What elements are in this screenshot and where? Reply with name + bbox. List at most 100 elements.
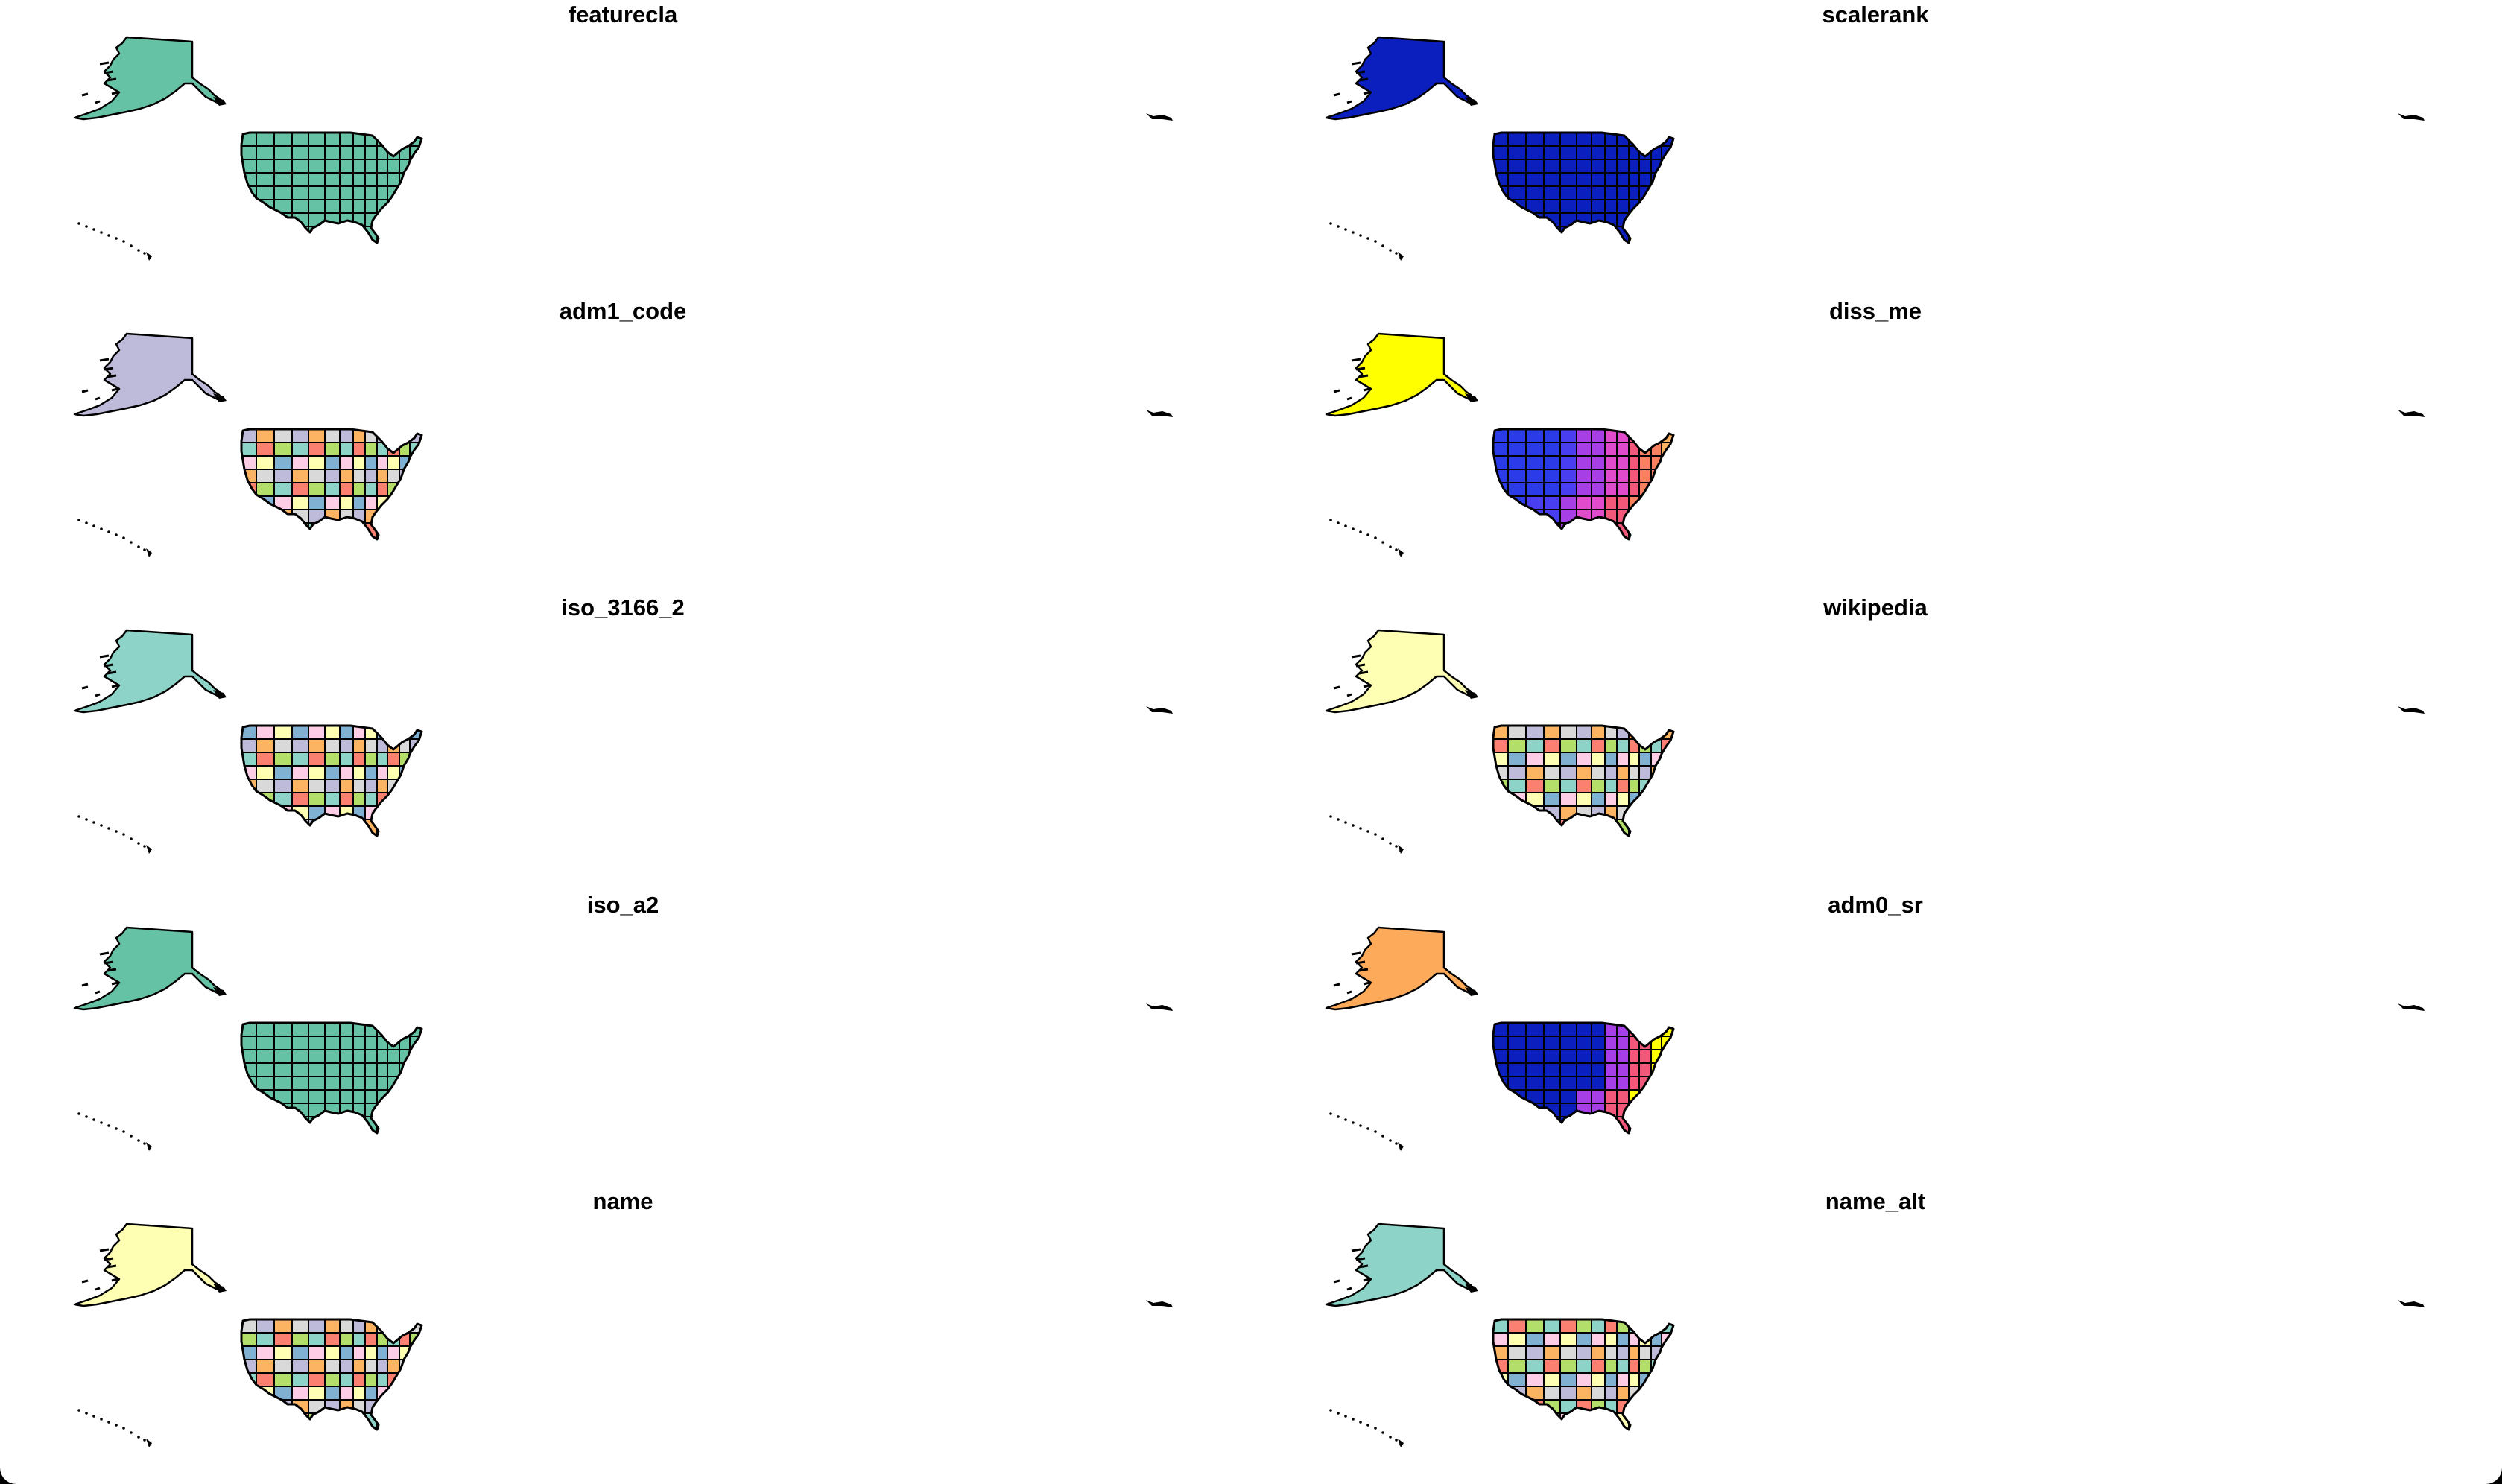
state-cell (352, 1372, 366, 1387)
state-cell (1576, 1332, 1592, 1347)
hawaii-island (77, 815, 80, 818)
state-cell (273, 172, 293, 187)
state-cell (387, 133, 400, 147)
state-cell (1507, 212, 1527, 227)
state-cell (1616, 1332, 1630, 1347)
state-cell (1616, 1062, 1630, 1077)
state-cell (1628, 765, 1640, 780)
state-cell (1559, 186, 1577, 200)
state-cell (409, 1062, 422, 1077)
state-cell (1591, 819, 1606, 836)
state-cell (1507, 779, 1527, 793)
island-mark (1351, 358, 1361, 362)
state-cell (1543, 765, 1561, 780)
state-cell (1493, 1089, 1509, 1104)
state-cell (1559, 779, 1577, 793)
state-cell (1507, 1103, 1527, 1117)
lower48-states (1493, 726, 1673, 836)
state-cell (308, 1103, 326, 1117)
state-cell (256, 199, 275, 214)
state-cell (1661, 1345, 1673, 1360)
state-cell (1616, 1076, 1630, 1091)
state-cell (1628, 1359, 1640, 1374)
state-cell (376, 1062, 388, 1077)
state-cell (241, 226, 257, 243)
lower48-outline (240, 428, 423, 541)
state-cell (399, 186, 411, 200)
state-cell (256, 172, 275, 187)
hawaii-island (1344, 821, 1347, 824)
state-cell (1661, 1116, 1673, 1133)
panhandle-mark (213, 97, 227, 106)
state-cell (1616, 186, 1630, 200)
state-cell (1616, 1036, 1630, 1050)
state-cell (256, 1399, 275, 1414)
state-cell (1591, 752, 1606, 767)
state-cell (1559, 1386, 1577, 1401)
state-cell (1559, 1412, 1577, 1430)
state-cell (241, 1386, 257, 1401)
state-cell (399, 1386, 411, 1401)
state-cell (352, 469, 366, 483)
state-cell (1638, 1062, 1652, 1077)
state-cell (256, 765, 275, 780)
hawaii-island (92, 524, 95, 527)
state-cell (324, 765, 341, 780)
state-cell (352, 455, 366, 470)
state-cell (1591, 522, 1606, 539)
state-cell (1650, 1319, 1662, 1334)
hawaii-island (77, 519, 80, 521)
state-cell (1628, 469, 1640, 483)
state-cell (376, 1345, 388, 1360)
state-cell (352, 495, 366, 510)
island-mark (1351, 654, 1361, 659)
lower48-states (241, 1319, 422, 1430)
state-cell (256, 522, 275, 539)
state-cell (1604, 1412, 1618, 1430)
state-cell (1604, 765, 1618, 780)
hawaii-island (115, 1127, 118, 1130)
state-cell (291, 172, 309, 187)
state-cell (308, 779, 326, 793)
state-cell (1543, 1036, 1561, 1050)
hawaii-island (1359, 827, 1362, 830)
state-cell (256, 1103, 275, 1117)
state-cell (1650, 133, 1662, 147)
hawaii-island (143, 1142, 146, 1145)
state-cell (1576, 482, 1592, 497)
state-cell (1507, 1116, 1527, 1133)
state-cell (1638, 1412, 1652, 1430)
state-cell (1507, 469, 1527, 483)
state-cell (308, 1386, 326, 1401)
hawaii-island (1352, 1121, 1355, 1124)
state-cell (352, 172, 366, 187)
state-cell (1661, 159, 1673, 174)
state-cell (1628, 455, 1640, 470)
hawaii-island (1374, 240, 1377, 243)
state-cell (1604, 752, 1618, 767)
state-cell (339, 482, 354, 497)
state-cell (308, 186, 326, 200)
state-cell (1543, 1076, 1561, 1091)
state-cell (1650, 1386, 1662, 1401)
state-cell (1525, 819, 1545, 836)
state-cell (1543, 1399, 1561, 1414)
state-cell (1493, 1412, 1509, 1430)
island-mark (99, 654, 110, 659)
state-cell (364, 1372, 378, 1387)
state-cell (1559, 199, 1577, 214)
state-cell (1559, 482, 1577, 497)
state-cell (308, 1345, 326, 1360)
hawaii-island (1366, 237, 1369, 240)
state-cell (256, 805, 275, 820)
state-cell (1604, 495, 1618, 510)
state-cell (1576, 1372, 1592, 1387)
state-cell (387, 1345, 400, 1360)
hawaii-island (1337, 1115, 1340, 1118)
hawaii-island (1366, 1127, 1369, 1130)
state-cell (1591, 442, 1606, 457)
state-cell (1507, 159, 1527, 174)
state-cell (364, 145, 378, 160)
island-mark (81, 389, 89, 393)
state-cell (352, 779, 366, 793)
